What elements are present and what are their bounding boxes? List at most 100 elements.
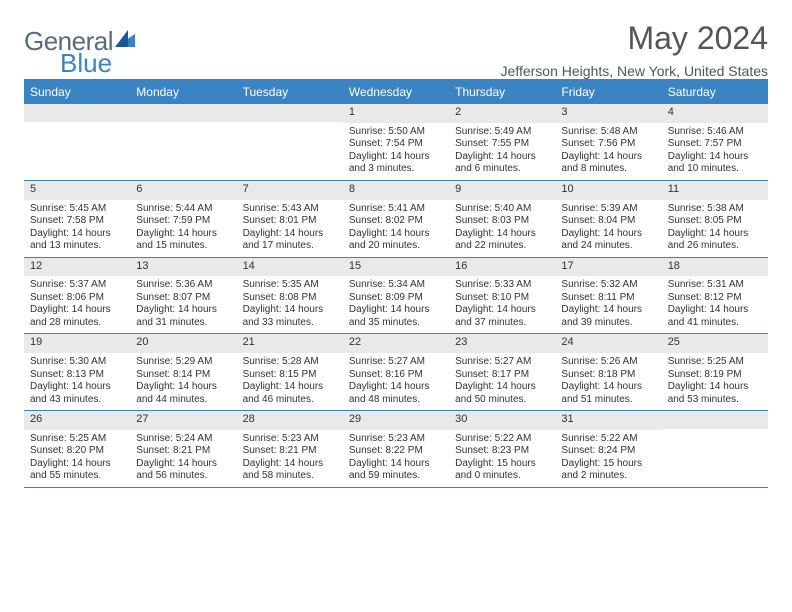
sunrise-line: Sunrise: 5:34 AM — [349, 279, 443, 292]
day-cell: 4Sunrise: 5:46 AMSunset: 7:57 PMDaylight… — [662, 104, 768, 180]
date-number: 11 — [662, 181, 768, 200]
sunset-line: Sunset: 8:24 PM — [561, 445, 655, 458]
date-number: 29 — [343, 411, 449, 430]
week-row: 12Sunrise: 5:37 AMSunset: 8:06 PMDayligh… — [24, 258, 768, 335]
weekday-header: Sunday — [24, 81, 130, 104]
day-details: Sunrise: 5:45 AMSunset: 7:58 PMDaylight:… — [24, 200, 130, 257]
daylight-line: Daylight: 14 hours and 31 minutes. — [136, 304, 230, 329]
sunrise-line: Sunrise: 5:25 AM — [30, 433, 124, 446]
date-number: 18 — [662, 258, 768, 277]
day-cell: 29Sunrise: 5:23 AMSunset: 8:22 PMDayligh… — [343, 411, 449, 487]
daylight-line: Daylight: 14 hours and 50 minutes. — [455, 381, 549, 406]
day-details: Sunrise: 5:48 AMSunset: 7:56 PMDaylight:… — [555, 123, 661, 180]
day-details: Sunrise: 5:37 AMSunset: 8:06 PMDaylight:… — [24, 276, 130, 333]
sunset-line: Sunset: 8:10 PM — [455, 292, 549, 305]
sunset-line: Sunset: 7:56 PM — [561, 138, 655, 151]
date-number: 2 — [449, 104, 555, 123]
daylight-line: Daylight: 14 hours and 46 minutes. — [243, 381, 337, 406]
sunrise-line: Sunrise: 5:39 AM — [561, 203, 655, 216]
sunrise-line: Sunrise: 5:49 AM — [455, 126, 549, 139]
sunrise-line: Sunrise: 5:45 AM — [30, 203, 124, 216]
sunset-line: Sunset: 7:59 PM — [136, 215, 230, 228]
daylight-line: Daylight: 14 hours and 53 minutes. — [668, 381, 762, 406]
date-number: 25 — [662, 334, 768, 353]
day-cell: 27Sunrise: 5:24 AMSunset: 8:21 PMDayligh… — [130, 411, 236, 487]
sunrise-line: Sunrise: 5:29 AM — [136, 356, 230, 369]
sunset-line: Sunset: 8:11 PM — [561, 292, 655, 305]
daylight-line: Daylight: 14 hours and 10 minutes. — [668, 151, 762, 176]
daylight-line: Daylight: 14 hours and 44 minutes. — [136, 381, 230, 406]
day-cell: 8Sunrise: 5:41 AMSunset: 8:02 PMDaylight… — [343, 181, 449, 257]
date-number: 23 — [449, 334, 555, 353]
day-details: Sunrise: 5:26 AMSunset: 8:18 PMDaylight:… — [555, 353, 661, 410]
calendar-page: General May 2024 Blue Jefferson Heights,… — [0, 0, 792, 498]
date-number: 10 — [555, 181, 661, 200]
day-cell: 5Sunrise: 5:45 AMSunset: 7:58 PMDaylight… — [24, 181, 130, 257]
sunrise-line: Sunrise: 5:32 AM — [561, 279, 655, 292]
date-number: 21 — [237, 334, 343, 353]
day-cell: 24Sunrise: 5:26 AMSunset: 8:18 PMDayligh… — [555, 334, 661, 410]
weekday-header: Thursday — [449, 81, 555, 104]
daylight-line: Daylight: 14 hours and 58 minutes. — [243, 458, 337, 483]
sunset-line: Sunset: 7:57 PM — [668, 138, 762, 151]
day-cell: 13Sunrise: 5:36 AMSunset: 8:07 PMDayligh… — [130, 258, 236, 334]
sunset-line: Sunset: 8:21 PM — [243, 445, 337, 458]
sunrise-line: Sunrise: 5:31 AM — [668, 279, 762, 292]
day-details: Sunrise: 5:46 AMSunset: 7:57 PMDaylight:… — [662, 123, 768, 180]
date-number: 20 — [130, 334, 236, 353]
day-cell: 3Sunrise: 5:48 AMSunset: 7:56 PMDaylight… — [555, 104, 661, 180]
month-title: May 2024 — [627, 20, 768, 57]
day-cell — [130, 104, 236, 180]
day-cell: 11Sunrise: 5:38 AMSunset: 8:05 PMDayligh… — [662, 181, 768, 257]
daylight-line: Daylight: 14 hours and 41 minutes. — [668, 304, 762, 329]
day-cell: 19Sunrise: 5:30 AMSunset: 8:13 PMDayligh… — [24, 334, 130, 410]
sunrise-line: Sunrise: 5:25 AM — [668, 356, 762, 369]
day-details: Sunrise: 5:35 AMSunset: 8:08 PMDaylight:… — [237, 276, 343, 333]
day-details: Sunrise: 5:25 AMSunset: 8:19 PMDaylight:… — [662, 353, 768, 410]
date-number: 7 — [237, 181, 343, 200]
day-cell: 2Sunrise: 5:49 AMSunset: 7:55 PMDaylight… — [449, 104, 555, 180]
day-details: Sunrise: 5:31 AMSunset: 8:12 PMDaylight:… — [662, 276, 768, 333]
sunrise-line: Sunrise: 5:43 AM — [243, 203, 337, 216]
sunset-line: Sunset: 8:18 PM — [561, 369, 655, 382]
day-details: Sunrise: 5:43 AMSunset: 8:01 PMDaylight:… — [237, 200, 343, 257]
sunrise-line: Sunrise: 5:46 AM — [668, 126, 762, 139]
title-block: May 2024 — [627, 20, 768, 57]
day-details: Sunrise: 5:27 AMSunset: 8:16 PMDaylight:… — [343, 353, 449, 410]
weeks-container: 1Sunrise: 5:50 AMSunset: 7:54 PMDaylight… — [24, 104, 768, 488]
date-number: 17 — [555, 258, 661, 277]
sunrise-line: Sunrise: 5:40 AM — [455, 203, 549, 216]
daylight-line: Daylight: 14 hours and 55 minutes. — [30, 458, 124, 483]
sunrise-line: Sunrise: 5:41 AM — [349, 203, 443, 216]
daylight-line: Daylight: 14 hours and 26 minutes. — [668, 228, 762, 253]
daylight-line: Daylight: 14 hours and 17 minutes. — [243, 228, 337, 253]
day-cell — [662, 411, 768, 487]
day-details: Sunrise: 5:30 AMSunset: 8:13 PMDaylight:… — [24, 353, 130, 410]
daylight-line: Daylight: 14 hours and 8 minutes. — [561, 151, 655, 176]
sunset-line: Sunset: 7:58 PM — [30, 215, 124, 228]
daylight-line: Daylight: 14 hours and 3 minutes. — [349, 151, 443, 176]
day-cell: 22Sunrise: 5:27 AMSunset: 8:16 PMDayligh… — [343, 334, 449, 410]
weekday-header: Wednesday — [343, 81, 449, 104]
sunrise-line: Sunrise: 5:23 AM — [349, 433, 443, 446]
date-number: 3 — [555, 104, 661, 123]
weekday-header: Saturday — [662, 81, 768, 104]
sunset-line: Sunset: 8:08 PM — [243, 292, 337, 305]
weekday-header: Monday — [130, 81, 236, 104]
header: General May 2024 — [24, 20, 768, 57]
sunset-line: Sunset: 8:14 PM — [136, 369, 230, 382]
day-details: Sunrise: 5:49 AMSunset: 7:55 PMDaylight:… — [449, 123, 555, 180]
sunrise-line: Sunrise: 5:28 AM — [243, 356, 337, 369]
weekday-header: Friday — [555, 81, 661, 104]
day-details: Sunrise: 5:24 AMSunset: 8:21 PMDaylight:… — [130, 430, 236, 487]
week-row: 19Sunrise: 5:30 AMSunset: 8:13 PMDayligh… — [24, 334, 768, 411]
date-number: 4 — [662, 104, 768, 123]
day-details: Sunrise: 5:39 AMSunset: 8:04 PMDaylight:… — [555, 200, 661, 257]
date-number — [662, 411, 768, 429]
day-cell: 6Sunrise: 5:44 AMSunset: 7:59 PMDaylight… — [130, 181, 236, 257]
daylight-line: Daylight: 14 hours and 24 minutes. — [561, 228, 655, 253]
day-cell: 17Sunrise: 5:32 AMSunset: 8:11 PMDayligh… — [555, 258, 661, 334]
day-cell: 28Sunrise: 5:23 AMSunset: 8:21 PMDayligh… — [237, 411, 343, 487]
day-cell — [237, 104, 343, 180]
sunset-line: Sunset: 8:02 PM — [349, 215, 443, 228]
